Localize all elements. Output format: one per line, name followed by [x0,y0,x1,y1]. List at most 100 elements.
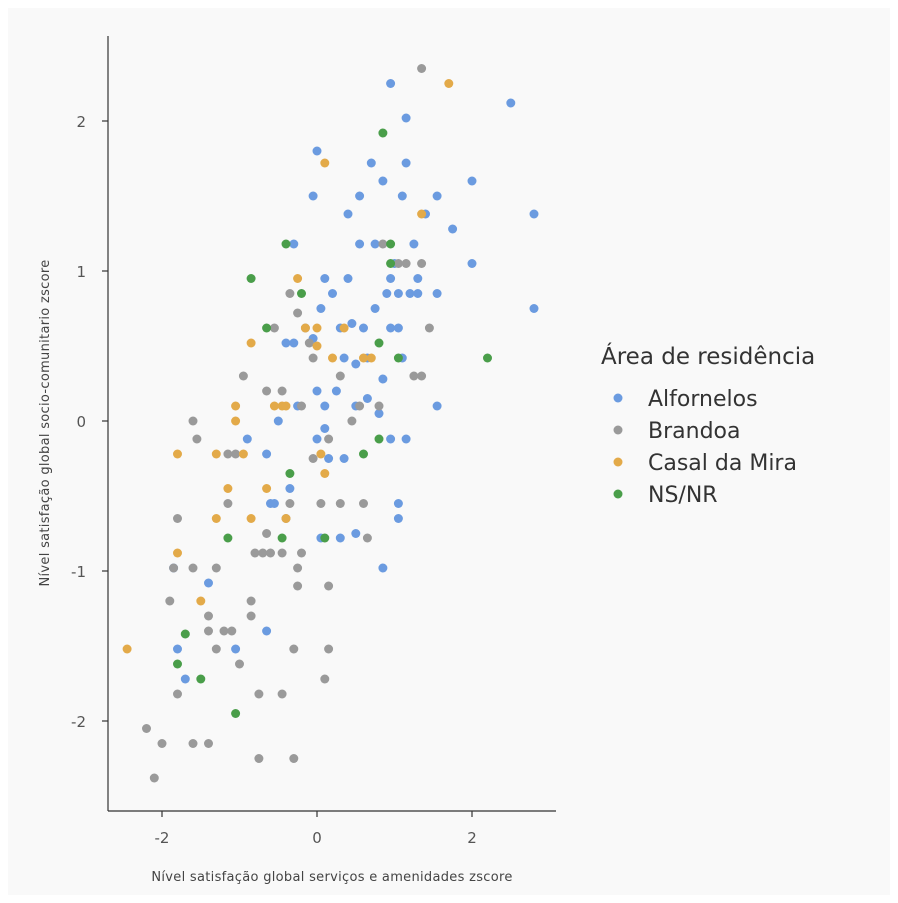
point-brandoa-43 [297,401,306,411]
point-ns-nr-14 [374,338,384,348]
point-ns-nr-11 [320,533,330,543]
point-brandoa-60 [378,239,388,249]
point-alfornelos-60 [378,563,388,573]
point-brandoa-9 [173,689,182,699]
point-brandoa-0 [142,724,151,733]
legend: Área de residência Alfornelos Brandoa Casa… [601,342,815,508]
point-alfornelos-72 [448,224,458,234]
point-casal-da-mira-5 [211,514,221,523]
point-alfornelos-17 [312,386,322,396]
point-alfornelos-27 [339,454,349,463]
point-casal-da-mira-4 [211,449,221,459]
point-alfornelos-31 [351,359,361,369]
point-alfornelos-11 [285,484,295,493]
point-brandoa-52 [324,434,334,444]
legend-label-casal-da-mira: Casal da Mira [648,451,797,476]
point-brandoa-39 [289,644,299,654]
point-brandoa-58 [362,533,372,543]
point-casal-da-mira-15 [281,401,291,411]
point-alfornelos-26 [339,353,349,363]
point-alfornelos-75 [506,98,516,108]
point-casal-da-mira-7 [231,401,241,411]
point-casal-da-mira-6 [223,484,233,493]
point-alfornelos-29 [343,274,353,283]
point-casal-da-mira-24 [359,353,368,363]
point-brandoa-40 [293,581,303,591]
y-tick-label: -1 [71,563,86,581]
point-ns-nr-2 [196,674,206,684]
point-brandoa-45 [304,338,314,348]
point-casal-da-mira-22 [328,353,337,363]
point-alfornelos-59 [393,514,403,523]
legend-title: Área de residência [601,342,815,370]
point-alfornelos-10 [273,416,283,426]
point-brandoa-14 [188,416,198,426]
point-brandoa-4 [204,739,213,748]
point-alfornelos-6 [242,434,252,444]
point-ns-nr-12 [359,449,368,459]
legend-marker-casal-da-mira [613,457,623,467]
point-alfornelos-45 [386,323,396,333]
points-layer [122,64,539,783]
point-brandoa-12 [169,563,179,573]
point-casal-da-mira-20 [320,469,330,478]
point-alfornelos-74 [467,259,477,268]
point-brandoa-24 [231,449,241,459]
point-brandoa-5 [254,754,264,763]
point-casal-da-mira-17 [293,274,303,283]
point-alfornelos-38 [366,158,376,168]
point-casal-da-mira-25 [366,353,376,363]
point-brandoa-1 [149,773,159,783]
point-casal-da-mira-12 [262,484,272,493]
point-brandoa-17 [204,611,213,621]
point-brandoa-63 [409,371,419,381]
point-alfornelos-69 [432,191,442,201]
point-alfornelos-7 [262,449,272,459]
point-brandoa-28 [246,611,256,621]
point-brandoa-49 [320,674,330,684]
point-casal-da-mira-1 [173,548,182,558]
point-alfornelos-42 [378,176,388,186]
point-ns-nr-4 [223,533,233,543]
point-ns-nr-19 [483,353,492,363]
point-alfornelos-78 [335,533,345,543]
y-tick-label: 1 [76,263,86,281]
point-brandoa-15 [192,434,202,444]
point-alfornelos-73 [467,176,477,186]
point-brandoa-69 [293,308,303,318]
point-brandoa-34 [269,323,279,333]
point-ns-nr-10 [281,239,291,249]
point-alfornelos-3 [204,578,213,588]
point-casal-da-mira-26 [417,209,427,219]
y-ticks: -2 -1 0 1 2 [71,113,108,731]
point-brandoa-66 [424,323,434,333]
point-casal-da-mira-16 [281,514,291,523]
point-ns-nr-5 [246,274,256,283]
point-brandoa-19 [211,644,221,654]
point-brandoa-54 [335,499,345,508]
point-ns-nr-15 [378,128,388,138]
point-alfornelos-18 [312,434,322,444]
legend-marker-alfornelos [613,393,623,403]
point-alfornelos-63 [308,191,318,201]
point-brandoa-41 [293,563,303,573]
point-alfornelos-77 [529,304,539,313]
point-brandoa-27 [246,596,256,606]
point-ns-nr-16 [386,259,396,268]
point-casal-da-mira-10 [246,514,256,523]
point-brandoa-16 [204,626,213,636]
point-brandoa-65 [417,259,427,268]
point-alfornelos-52 [401,113,411,123]
point-brandoa-62 [401,259,411,268]
point-brandoa-23 [223,449,233,459]
point-alfornelos-1 [180,674,190,684]
point-alfornelos-61 [386,434,396,444]
y-axis-title: Nível satisfação global socio-comunitari… [38,259,53,586]
point-casal-da-mira-0 [122,644,132,654]
point-casal-da-mira-29 [312,341,322,351]
point-casal-da-mira-8 [231,416,241,426]
legend-label-alfornelos: Alfornelos [648,387,758,412]
point-alfornelos-46 [386,274,396,283]
point-brandoa-57 [359,499,368,508]
